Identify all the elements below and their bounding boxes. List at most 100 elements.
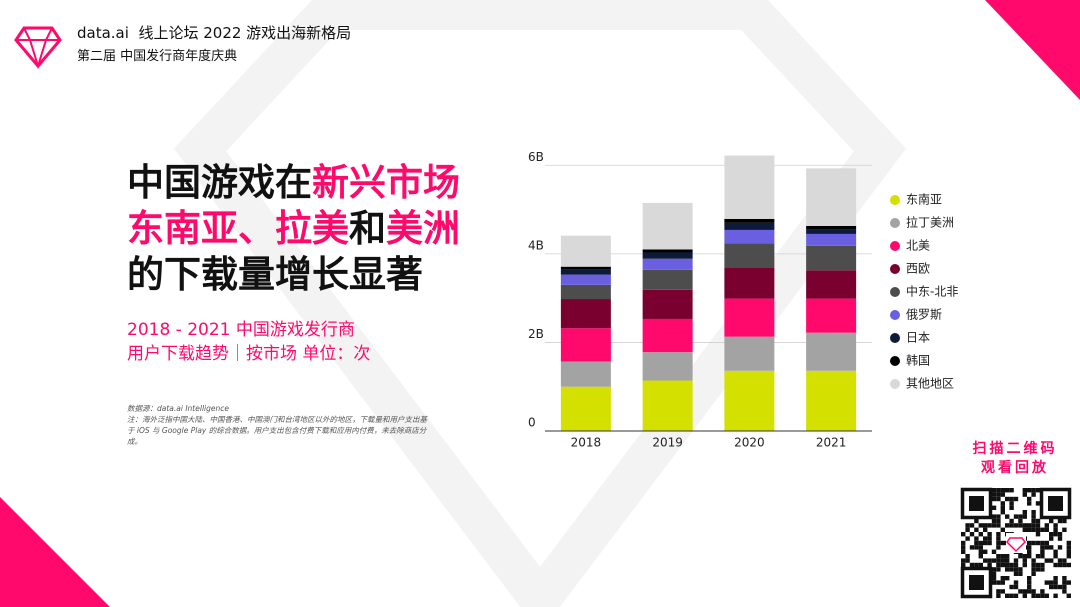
- bar-segment: [806, 370, 857, 431]
- qr-cell: [978, 523, 983, 528]
- qr-cell: [1009, 501, 1014, 506]
- qr-cell: [1009, 505, 1014, 510]
- qr-cell: [991, 518, 997, 524]
- qr-cell: [987, 562, 992, 568]
- qr-cell: [961, 558, 966, 563]
- qr-cell: [1049, 558, 1054, 563]
- qr-cell: [996, 554, 1001, 559]
- bar-segment: [560, 299, 611, 329]
- notes: 数据源：data.ai Intelligence 注：海外泛指中国大陆、中国香港…: [127, 403, 427, 447]
- qr-cell: [1044, 545, 1049, 550]
- headline-text: 和: [349, 207, 386, 250]
- qr-cell: [978, 540, 983, 546]
- bar-segment: [560, 361, 611, 387]
- bar-segment: [560, 284, 611, 300]
- qr-cell: [969, 545, 975, 550]
- qr-cell: [1018, 567, 1023, 572]
- qr-cell: [978, 554, 983, 559]
- qr-cell: [1013, 584, 1019, 590]
- qr-cell: [1000, 589, 1005, 594]
- qr-cell: [1013, 571, 1019, 576]
- qr-cell: [1035, 532, 1041, 537]
- qr-cell: [1066, 545, 1071, 550]
- qr-cell: [991, 492, 997, 497]
- logo: [14, 26, 62, 69]
- qr-cell: [1044, 593, 1049, 598]
- qr-cell: [1049, 580, 1054, 585]
- qr-cell: [969, 532, 975, 537]
- qr-cell: [996, 496, 1001, 502]
- qr-cell: [1013, 580, 1019, 585]
- qr-cell: [974, 545, 979, 550]
- qr-cell: [987, 540, 992, 546]
- bar-segment: [560, 266, 611, 270]
- bar-segment: [642, 252, 693, 259]
- qr-cell: [987, 523, 992, 528]
- qr-cell: [996, 514, 1001, 519]
- bar-segment: [560, 269, 611, 275]
- qr-cell: [1013, 514, 1019, 519]
- corner-triangle: [985, 0, 1080, 100]
- bar-segment: [724, 218, 775, 223]
- source: 数据源：data.ai Intelligence: [127, 404, 229, 413]
- x-tick-label: 2018: [571, 436, 602, 450]
- qr-cell: [1049, 518, 1054, 524]
- qr-cell: [978, 532, 983, 537]
- qr-cell: [1040, 540, 1045, 546]
- qr-cell: [1018, 554, 1023, 559]
- qr-cell: [983, 523, 988, 528]
- qr-cell: [996, 492, 1001, 497]
- bar-segment: [806, 229, 857, 234]
- event: 第二届 中国发行商年度庆典: [77, 49, 238, 64]
- qr-cell: [1062, 580, 1067, 585]
- qr-cell: [1000, 576, 1005, 581]
- qr-cell: [1009, 523, 1014, 528]
- qr-cell: [1031, 589, 1036, 594]
- qr-cell: [991, 567, 997, 572]
- note: 注：海外泛指中国大陆、中国香港、中国澳门和台湾地区以外的地区，下载量和用户支出基…: [127, 415, 427, 446]
- bar-segment: [806, 270, 857, 299]
- legend-label: 日本: [906, 331, 930, 345]
- qr-cell: [1013, 562, 1019, 568]
- legend-swatch: [890, 356, 900, 366]
- qr-cell: [1027, 580, 1032, 585]
- qr-cell: [1009, 488, 1014, 493]
- qr-cell: [983, 558, 988, 563]
- qr-cell: [1049, 545, 1054, 550]
- qr-cell: [1057, 584, 1063, 590]
- qr-cell: [991, 496, 997, 502]
- qr-cell: [1031, 514, 1036, 519]
- qr-cell: [961, 562, 966, 568]
- qr-cell: [969, 562, 975, 568]
- qr-finder: [969, 496, 984, 511]
- qr-cell: [1057, 562, 1063, 568]
- qr-cell: [1049, 536, 1054, 541]
- bar-segment: [560, 328, 611, 362]
- qr-cell: [974, 518, 979, 524]
- qr-cell: [1031, 527, 1036, 532]
- qr-caption-line: 扫描二维码: [972, 441, 1058, 457]
- bar-segment: [724, 229, 775, 244]
- qr-cell: [1062, 562, 1067, 568]
- qr-cell: [1031, 593, 1036, 598]
- qr-cell: [996, 567, 1001, 572]
- subtitle: 2018 - 2021 中国游戏发行商 用户下载趋势｜按市场 单位：次: [127, 318, 370, 366]
- headline-text: 、: [238, 207, 275, 250]
- qr-cell: [1000, 540, 1005, 546]
- qr-cell: [1035, 562, 1041, 568]
- qr-finder: [960, 566, 993, 599]
- qr-cell: [1009, 562, 1014, 568]
- qr-cell: [1053, 584, 1058, 590]
- qr-cell: [991, 580, 997, 585]
- headline-line: 东南亚、拉美和美洲: [127, 206, 460, 252]
- qr-cell: [996, 580, 1001, 585]
- x-tick-label: 2021: [816, 436, 847, 450]
- qr-cell: [965, 527, 970, 532]
- qr-cell: [1031, 540, 1036, 546]
- qr-cell: [1000, 558, 1005, 563]
- qr-cell: [987, 558, 992, 563]
- qr-cell: [1035, 593, 1041, 598]
- qr-finder: [960, 487, 993, 520]
- bar-segment: [560, 235, 611, 267]
